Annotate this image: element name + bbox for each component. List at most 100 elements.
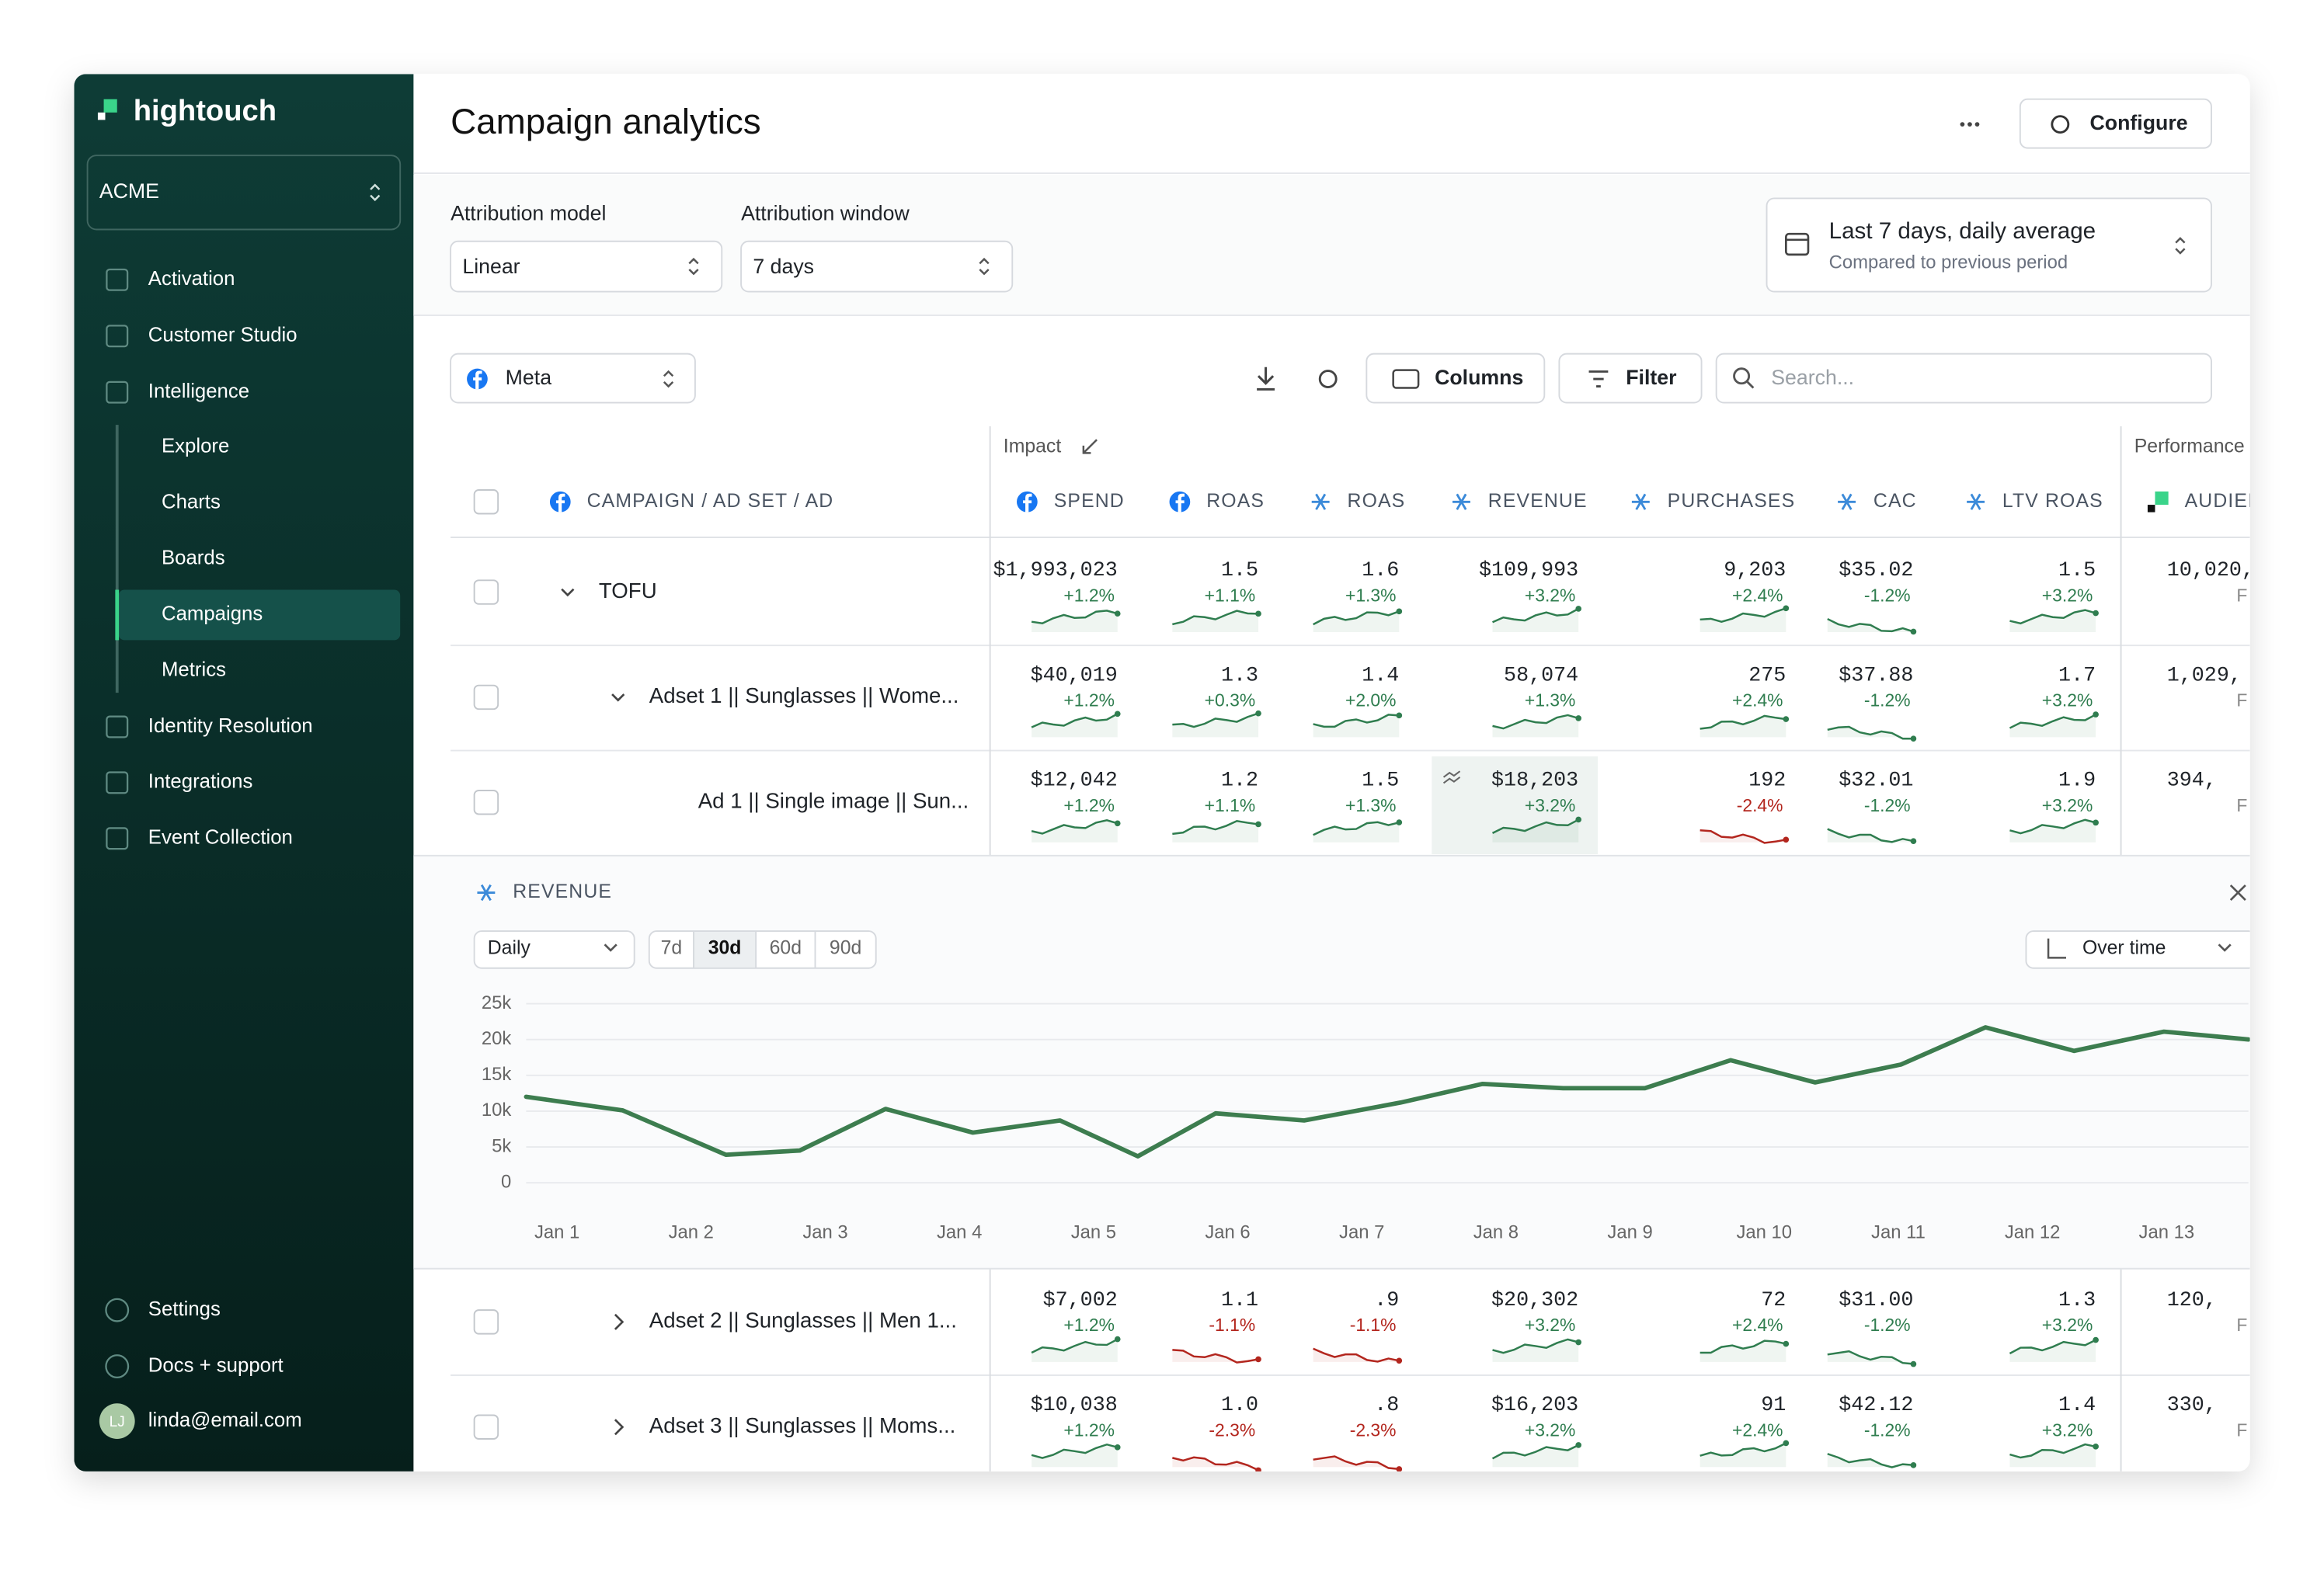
range-option[interactable]: 90d <box>830 938 861 959</box>
more-dot <box>1960 122 1965 127</box>
select-arrows <box>979 257 990 276</box>
logo-mark <box>103 99 117 113</box>
row-name: Adset 1 || Sunglasses || Wome... <box>649 683 959 707</box>
cell-value: 91 <box>1761 1394 1786 1417</box>
cell-value: 330, <box>2167 1394 2217 1417</box>
filter-select[interactable] <box>740 240 1014 293</box>
cell-value: $40,019 <box>1031 664 1118 687</box>
cell-value: 192 <box>1748 770 1786 793</box>
cell-value: 1.5 <box>1221 559 1258 582</box>
sparkline <box>1313 1347 1400 1363</box>
user-email: linda@email.com <box>148 1409 302 1431</box>
workspace-name: ACME <box>99 179 159 203</box>
snowflake-icon <box>1841 493 1853 510</box>
row-checkbox[interactable] <box>473 1414 499 1440</box>
sparkline <box>1827 617 1914 633</box>
subnav-item[interactable]: Boards <box>162 547 225 569</box>
row-checkbox[interactable] <box>473 579 499 605</box>
sidebar <box>74 74 414 1472</box>
platform-select[interactable] <box>450 353 696 404</box>
nav-icon <box>106 380 129 404</box>
collapse-icon[interactable] <box>1082 439 1098 454</box>
sparkline-area <box>2009 610 2096 633</box>
cell-value: 1.1 <box>1221 1289 1258 1312</box>
cell-change: +3.2% <box>1525 585 1576 605</box>
cell-value: 1.6 <box>1362 559 1399 582</box>
row-checkbox[interactable] <box>473 684 499 711</box>
cell-change: +1.1% <box>1205 585 1256 605</box>
download-icon[interactable] <box>1257 367 1275 391</box>
nav-item[interactable]: Intelligence <box>148 380 249 402</box>
cell-change: +0.3% <box>1205 690 1256 711</box>
cell-change: +2.4% <box>1732 1315 1783 1335</box>
sparkline-dot <box>2093 819 2099 826</box>
meta-glyph <box>473 370 482 390</box>
chevron[interactable] <box>614 1419 624 1436</box>
column-header: CAMPAIGN / AD SET / AD <box>587 491 834 512</box>
search-input[interactable] <box>1715 353 2212 404</box>
nav-item[interactable]: Integrations <box>148 771 253 793</box>
sparkline <box>2009 714 2096 729</box>
sparkline-dot <box>2093 1444 2099 1450</box>
nav-item[interactable]: Docs + support <box>148 1354 284 1376</box>
cell-value: 1.5 <box>1362 770 1399 793</box>
subnav-item[interactable]: Charts <box>162 492 221 513</box>
workspace-select[interactable] <box>86 155 402 231</box>
x-tick-label: Jan 3 <box>802 1221 847 1242</box>
nav-item[interactable]: Event Collection <box>148 827 293 849</box>
range-option[interactable]: 60d <box>770 938 802 959</box>
cell-change: -2.4% <box>1737 795 1783 815</box>
view-select[interactable] <box>2025 930 2256 969</box>
close-icon[interactable] <box>2229 884 2246 902</box>
x-tick-label: Jan 10 <box>1736 1221 1792 1242</box>
cell-value: $35.02 <box>1839 559 1913 582</box>
chevron[interactable] <box>614 1313 624 1330</box>
column-header: PURCHASES <box>1668 491 1796 512</box>
nav-item[interactable]: Activation <box>148 268 235 290</box>
cell-change: +1.2% <box>1063 1315 1115 1335</box>
column-header: CAC <box>1873 491 1917 512</box>
settings-icon[interactable] <box>1318 370 1338 388</box>
nav-icon <box>106 771 129 794</box>
row-checkbox[interactable] <box>473 790 499 815</box>
cell-value: 1.0 <box>1221 1394 1258 1417</box>
cell-change: +1.2% <box>1063 690 1115 711</box>
configure-button[interactable] <box>2019 98 2212 149</box>
sparkline-dot <box>1783 716 1790 722</box>
chevron <box>611 693 625 702</box>
subnav-item[interactable]: Metrics <box>162 659 226 681</box>
detail-panel <box>413 855 2250 1269</box>
snowflake-icon <box>1456 493 1467 510</box>
cell-change: +1.1% <box>1205 795 1256 815</box>
subnav-item[interactable]: Campaigns <box>162 603 263 625</box>
subnav-item[interactable]: Explore <box>162 436 229 457</box>
nav-item[interactable]: Customer Studio <box>148 325 297 346</box>
sparkline <box>1172 1456 1259 1472</box>
chevron <box>604 943 618 952</box>
filter-button[interactable] <box>1558 353 1703 404</box>
hightouch-icon <box>2147 505 2155 513</box>
columns-button[interactable] <box>1366 353 1546 404</box>
sparkline <box>1031 610 1119 625</box>
sparkline-area <box>1700 715 1786 738</box>
filter-label: Attribution window <box>741 201 910 224</box>
cell-change: F <box>2236 585 2247 605</box>
row-checkbox[interactable] <box>473 1309 499 1335</box>
sparkline-area <box>1172 610 1259 633</box>
meta-glyph <box>555 493 565 513</box>
button-label: Columns <box>1435 366 1523 389</box>
nav-item[interactable]: Identity Resolution <box>148 715 313 737</box>
sparkline-dot <box>2093 711 2099 718</box>
row-checkbox[interactable] <box>473 489 499 515</box>
range-option[interactable]: 30d <box>708 938 742 959</box>
y-tick-label: 5k <box>492 1135 511 1156</box>
cell-value: 58,074 <box>1504 664 1578 687</box>
range-option[interactable]: 7d <box>661 938 683 959</box>
nav-item[interactable]: Settings <box>148 1298 221 1320</box>
date-range-select[interactable] <box>1766 197 2212 293</box>
sparkline-area <box>1313 714 1400 738</box>
filter-select[interactable] <box>450 240 723 293</box>
sparkline-dot <box>1783 1440 1790 1447</box>
granularity-select[interactable] <box>473 930 635 969</box>
